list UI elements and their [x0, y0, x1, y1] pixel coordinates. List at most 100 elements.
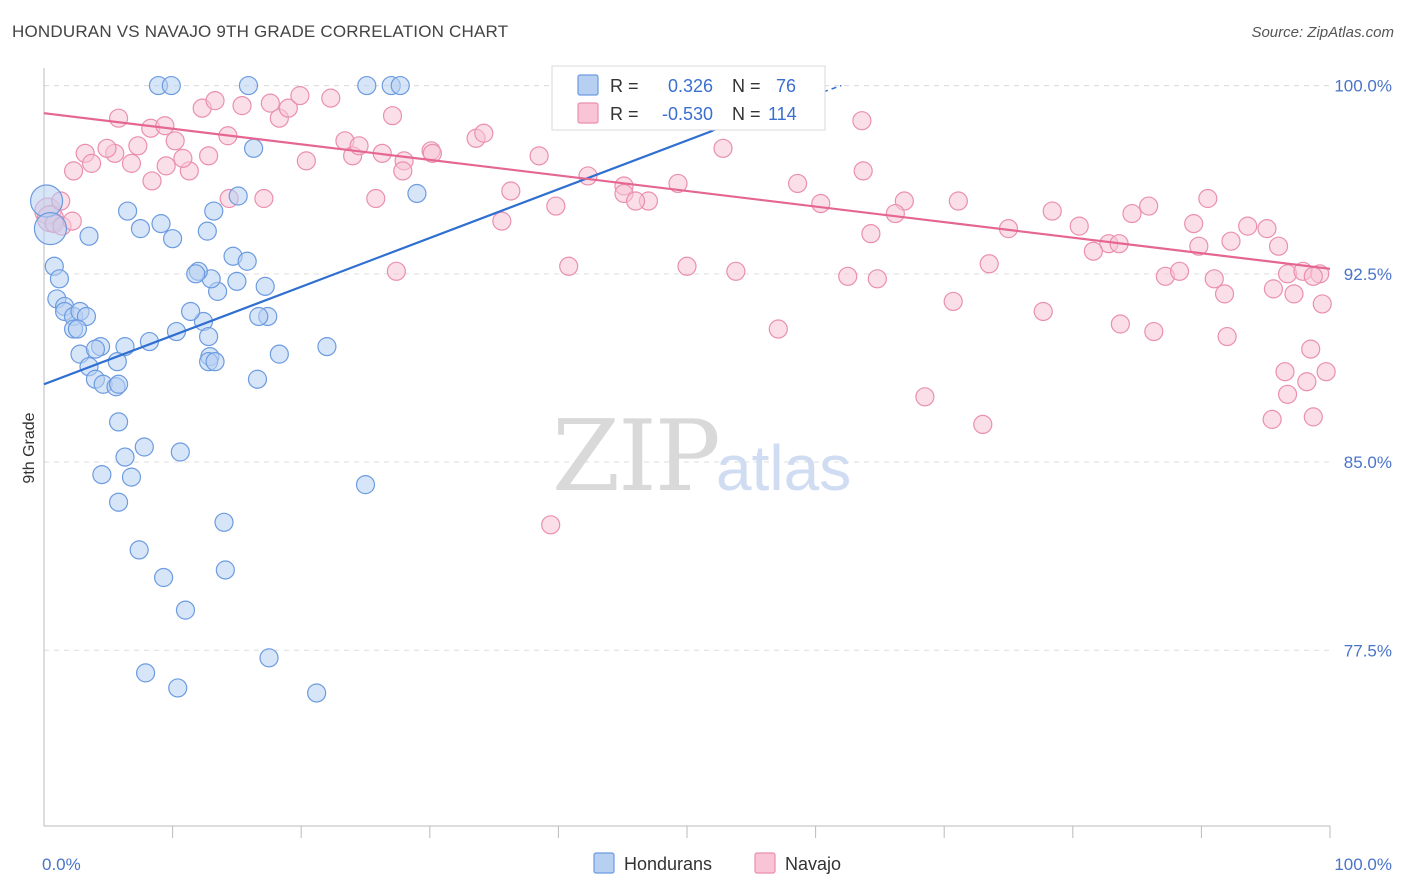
navajo-point: [1221, 231, 1241, 251]
hondurans-point: [307, 683, 327, 703]
hondurans-point: [85, 339, 106, 359]
navajo-point: [677, 256, 697, 276]
stats-r-label-hondurans: R =: [610, 76, 639, 96]
navajo-point: [1144, 321, 1164, 342]
navajo-point: [205, 91, 225, 111]
navajo-point: [142, 171, 162, 191]
hondurans-point: [108, 492, 129, 512]
hondurans-point: [151, 214, 171, 234]
x-tick-label-max: 100.0%: [1334, 855, 1392, 874]
navajo-point: [155, 116, 175, 136]
hondurans-point: [215, 560, 235, 580]
navajo-point: [81, 153, 102, 173]
hondurans-point: [228, 186, 248, 206]
y-axis-label: 9th Grade: [21, 412, 38, 483]
navajo-point: [1312, 294, 1332, 314]
hondurans-point: [117, 201, 138, 221]
navajo-point: [393, 161, 413, 181]
hondurans-point: [244, 138, 264, 158]
hondurans-point: [269, 344, 289, 364]
navajo-points: [34, 86, 1336, 535]
hondurans-point: [121, 467, 142, 487]
navajo-point: [1184, 214, 1204, 234]
navajo-point: [1169, 261, 1190, 281]
navajo-point: [121, 153, 142, 173]
navajo-point: [386, 261, 406, 281]
navajo-point: [199, 146, 219, 166]
navajo-point: [1083, 241, 1103, 261]
navajo-point: [290, 86, 310, 106]
navajo-point: [861, 224, 881, 244]
navajo-point: [852, 111, 872, 131]
hondurans-point: [108, 412, 129, 432]
x-ticks: [172, 826, 1331, 838]
hondurans-point: [153, 567, 174, 588]
hondurans-point: [259, 648, 279, 668]
stats-swatch-navajo: [577, 102, 599, 124]
navajo-point: [867, 269, 887, 289]
y-tick-labels: 77.5% 85.0% 92.5% 100.0%: [1334, 77, 1392, 661]
hondurans-point: [357, 75, 377, 96]
navajo-point: [97, 138, 117, 158]
navajo-point: [546, 196, 566, 216]
navajo-point: [811, 193, 831, 214]
navajo-point: [1198, 188, 1218, 209]
hondurans-point: [92, 465, 112, 485]
navajo-point: [278, 98, 298, 118]
hondurans-point: [186, 264, 206, 284]
navajo-point: [529, 146, 549, 166]
hondurans-point: [170, 442, 190, 462]
navajo-point: [1316, 362, 1336, 382]
stats-n-value-hondurans: 76: [776, 76, 796, 96]
navajo-point: [726, 261, 746, 281]
navajo-point: [1238, 216, 1258, 236]
hondurans-point: [49, 269, 70, 289]
hondurans-trend-line: [43, 129, 714, 386]
hondurans-points: [29, 75, 427, 703]
x-tick-label-min: 0.0%: [42, 855, 81, 874]
navajo-point: [1297, 372, 1317, 392]
hondurans-point: [238, 75, 259, 96]
y-tick-label: 100.0%: [1334, 77, 1392, 96]
hondurans-point: [197, 221, 217, 241]
navajo-point: [1042, 201, 1062, 221]
hondurans-point: [355, 475, 376, 495]
navajo-point: [1303, 407, 1323, 427]
chart-title: HONDURAN VS NAVAJO 9TH GRADE CORRELATION…: [12, 22, 509, 41]
navajo-point: [1268, 236, 1289, 256]
navajo-point: [625, 191, 646, 211]
hondurans-point: [115, 447, 135, 467]
navajo-point: [1204, 269, 1224, 289]
navajo-point: [943, 291, 963, 312]
legend-label-hondurans: Hondurans: [624, 854, 712, 874]
hondurans-point: [247, 369, 268, 389]
y-tick-label: 77.5%: [1344, 641, 1392, 660]
navajo-point: [165, 131, 185, 151]
navajo-point: [1257, 219, 1277, 239]
hondurans-point: [168, 678, 188, 698]
hondurans-point: [134, 437, 154, 457]
navajo-point: [422, 143, 442, 163]
navajo-point: [108, 108, 129, 128]
navajo-point: [501, 181, 521, 201]
navajo-point: [559, 256, 579, 276]
hondurans-point: [130, 219, 151, 239]
hondurans-point: [129, 540, 149, 560]
stats-n-label-navajo: N =: [732, 104, 761, 124]
navajo-point: [1284, 284, 1304, 304]
hondurans-point: [317, 337, 337, 357]
legend-label-navajo: Navajo: [785, 854, 841, 874]
stats-n-value-navajo: 114: [768, 104, 797, 124]
legend-swatch-hondurans: [593, 852, 615, 874]
navajo-point: [156, 156, 176, 176]
navajo-point: [668, 173, 688, 194]
navajo-point: [128, 136, 148, 156]
hondurans-point: [108, 374, 129, 394]
navajo-point: [1110, 314, 1130, 334]
navajo-point: [838, 266, 858, 286]
navajo-point: [296, 151, 316, 171]
navajo-point: [173, 148, 193, 168]
stats-box: R = 0.326 N = 76 R = -0.530 N = 114: [551, 65, 826, 131]
navajo-point: [254, 188, 274, 209]
navajo-point: [1301, 339, 1321, 359]
